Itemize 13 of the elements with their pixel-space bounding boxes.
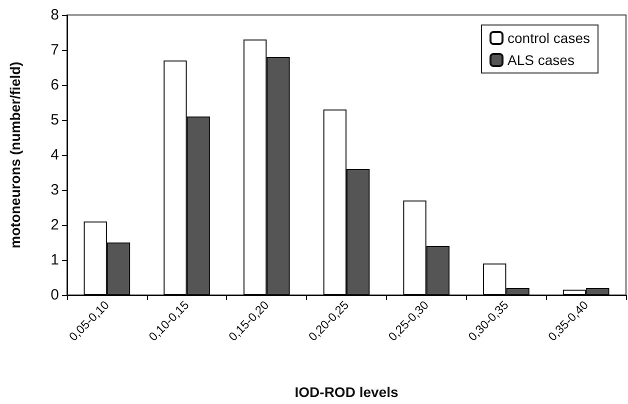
y-tick-label: 8 [50, 6, 59, 24]
y-axis-title: motoneurons (number/field) [7, 62, 23, 248]
y-tick-label: 4 [50, 146, 59, 164]
y-tick-label: 0 [50, 286, 59, 304]
legend-label: control cases [508, 30, 590, 46]
x-axis-title: IOD-ROD levels [294, 384, 398, 400]
y-tick-label: 3 [50, 182, 59, 198]
legend-label: ALS cases [508, 52, 574, 68]
y-tick-label: 5 [50, 112, 59, 128]
y-tick-label: 7 [50, 42, 59, 58]
y-tick-label: 1 [50, 252, 59, 268]
y-tick-label: 2 [50, 216, 59, 234]
y-tick-label: 6 [50, 76, 59, 94]
